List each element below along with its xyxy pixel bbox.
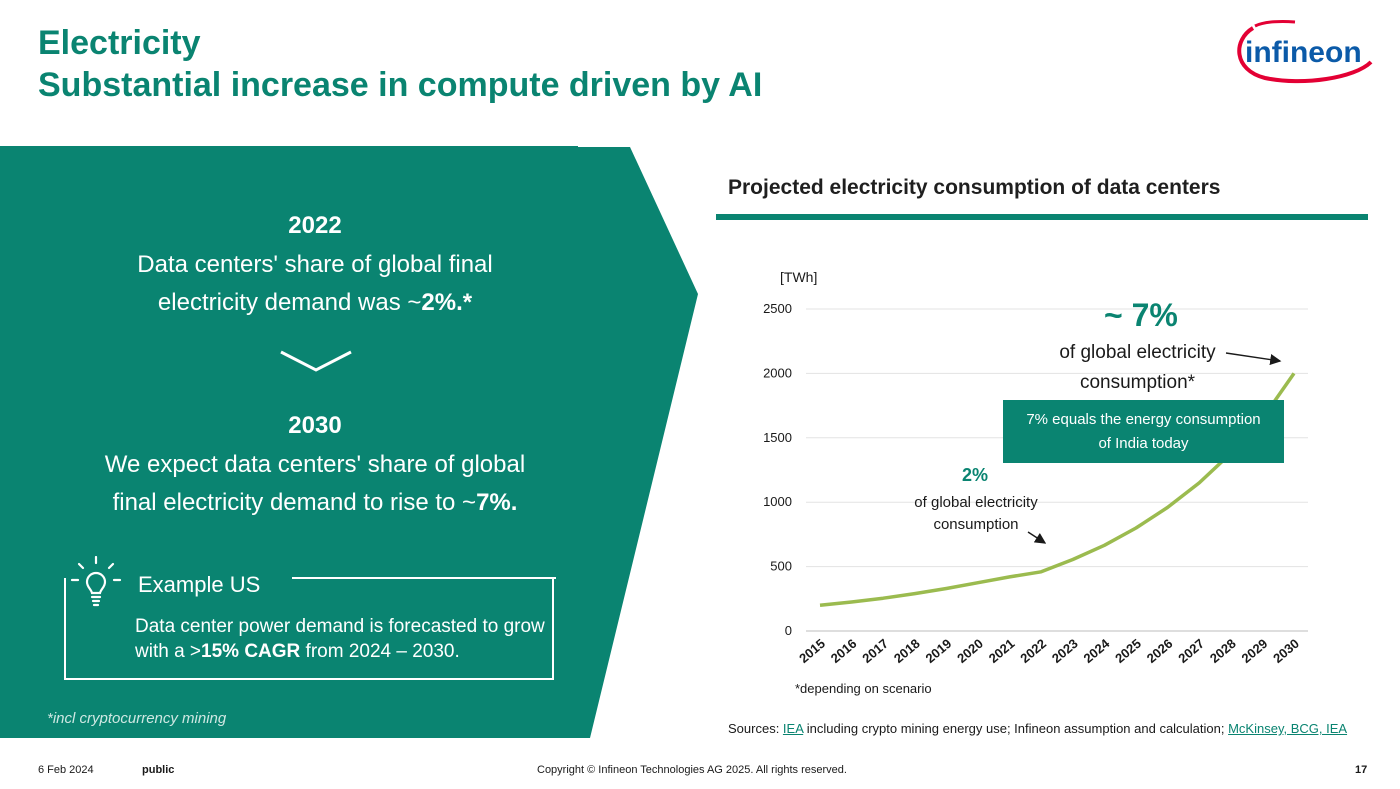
example-us-label: Example US <box>138 572 261 597</box>
x-tick-label: 2018 <box>891 636 923 666</box>
statement-2022-prefix: electricity demand was ~ <box>157 289 422 316</box>
example-text-suffix: from 2024 – 2030. <box>300 641 460 662</box>
example-text-prefix: Data center power demand is forecasted t… <box>135 616 545 662</box>
annotation-2-line1: of global electricity <box>914 494 1038 511</box>
example-us-box <box>64 578 554 680</box>
sources-line: Sources: IEA including crypto mining ene… <box>728 721 1347 736</box>
statement-2022: Data centers' share of global final elec… <box>60 246 570 322</box>
infineon-logo: infineon <box>1237 20 1373 84</box>
annotation-7-arrow <box>1225 352 1282 366</box>
page-title: Electricity Substantial increase in comp… <box>38 22 762 106</box>
page-title-line2: Substantial increase in compute driven b… <box>38 66 763 104</box>
series-line <box>819 372 1296 607</box>
india-callout-line1: 7% equals the energy consumption <box>1026 411 1261 428</box>
year-2022: 2022 <box>288 212 342 239</box>
footer-copyright: Copyright © Infineon Technologies AG 202… <box>537 764 847 776</box>
example-box-topline <box>292 577 556 579</box>
india-callout-box: 7% equals the energy consumption of Indi… <box>1003 400 1284 463</box>
annotation-7-line1: of global electricity <box>1059 342 1216 363</box>
page-title-line1: Electricity <box>38 24 201 62</box>
scenario-note: *depending on scenario <box>795 681 932 696</box>
x-tick-label: 2025 <box>1112 636 1144 666</box>
footer-classification: public <box>142 764 175 776</box>
logo-text: infineon <box>1245 36 1362 69</box>
lightbulb-icon <box>70 556 122 607</box>
x-tick-label: 2023 <box>1049 636 1081 666</box>
sources-prefix: Sources: <box>728 721 783 736</box>
annotation-2-arrow <box>1027 531 1047 544</box>
year-2030: 2030 <box>288 412 342 439</box>
chevron-down-icon <box>280 350 352 372</box>
x-tick-label: 2020 <box>954 636 986 666</box>
annotation-2-percent: 2% <box>962 465 989 485</box>
y-tick-label: 2500 <box>763 301 792 316</box>
annotation-2-line2: consumption <box>933 516 1019 533</box>
x-tick-label: 2021 <box>986 636 1018 666</box>
statement-2030-line1: We expect data centers' share of global <box>104 451 526 478</box>
annotation-7-line2: consumption* <box>1079 372 1196 393</box>
y-tick-labels: 0 500 1000 1500 2000 2500 <box>763 301 792 638</box>
x-tick-label: 2024 <box>1081 635 1113 666</box>
x-tick-label: 2029 <box>1239 636 1271 666</box>
footer-date: 6 Feb 2024 <box>38 764 94 776</box>
statement-2022-highlight: 2%.* <box>421 289 473 316</box>
statement-2030: We expect data centers' share of global … <box>60 446 570 522</box>
statement-2022-line1: Data centers' share of global final <box>137 251 493 278</box>
x-tick-label: 2017 <box>859 636 891 666</box>
statement-2030-line2: final electricity demand to rise to ~7%. <box>60 484 570 522</box>
y-tick-label: 0 <box>785 623 792 638</box>
x-tick-labels: 2015 2016 2017 2018 2019 2020 2021 2022 2023 2024… <box>796 635 1302 666</box>
statement-2030-highlight: 7%. <box>476 489 518 516</box>
y-tick-label: 1500 <box>763 430 792 445</box>
source-link-mckinsey[interactable]: McKinsey, BCG, IEA <box>1228 721 1348 736</box>
y-tick-label: 500 <box>770 559 792 574</box>
crypto-footnote: *incl cryptocurrency mining <box>47 710 227 727</box>
india-callout-line2: of India today <box>1098 435 1189 452</box>
x-tick-label: 2027 <box>1175 636 1207 666</box>
x-tick-label: 2026 <box>1144 636 1176 666</box>
source-link-iea[interactable]: IEA <box>782 721 804 736</box>
chart-title-rule <box>716 214 1368 220</box>
x-tick-label: 2022 <box>1017 636 1049 666</box>
x-tick-label: 2019 <box>923 636 955 666</box>
annotation-2-text: of global electricity consumption <box>900 492 1052 536</box>
y-axis-unit-label: [TWh] <box>780 269 817 285</box>
chart-title: Projected electricity consumption of dat… <box>728 176 1221 199</box>
y-tick-label: 1000 <box>763 494 792 509</box>
statement-2022-line2: electricity demand was ~2%.* <box>60 284 570 322</box>
example-text-highlight: 15% CAGR <box>201 641 301 662</box>
x-tick-label: 2015 <box>796 636 828 666</box>
statement-2030-prefix: final electricity demand to rise to ~ <box>112 489 477 516</box>
y-tick-label: 2000 <box>763 365 792 380</box>
annotation-7-percent: ~ 7% <box>1104 297 1178 333</box>
footer-page-number: 17 <box>1355 764 1368 776</box>
x-tick-label: 2028 <box>1207 636 1239 666</box>
example-us-text: Data center power demand is forecasted t… <box>135 614 545 664</box>
teal-arrow-panel <box>0 146 698 738</box>
annotation-7-text: of global electricity consumption* <box>1040 338 1235 398</box>
sources-middle: including crypto mining energy use; Infi… <box>803 721 1229 736</box>
x-tick-label: 2016 <box>828 636 860 666</box>
x-tick-label: 2030 <box>1270 636 1302 666</box>
